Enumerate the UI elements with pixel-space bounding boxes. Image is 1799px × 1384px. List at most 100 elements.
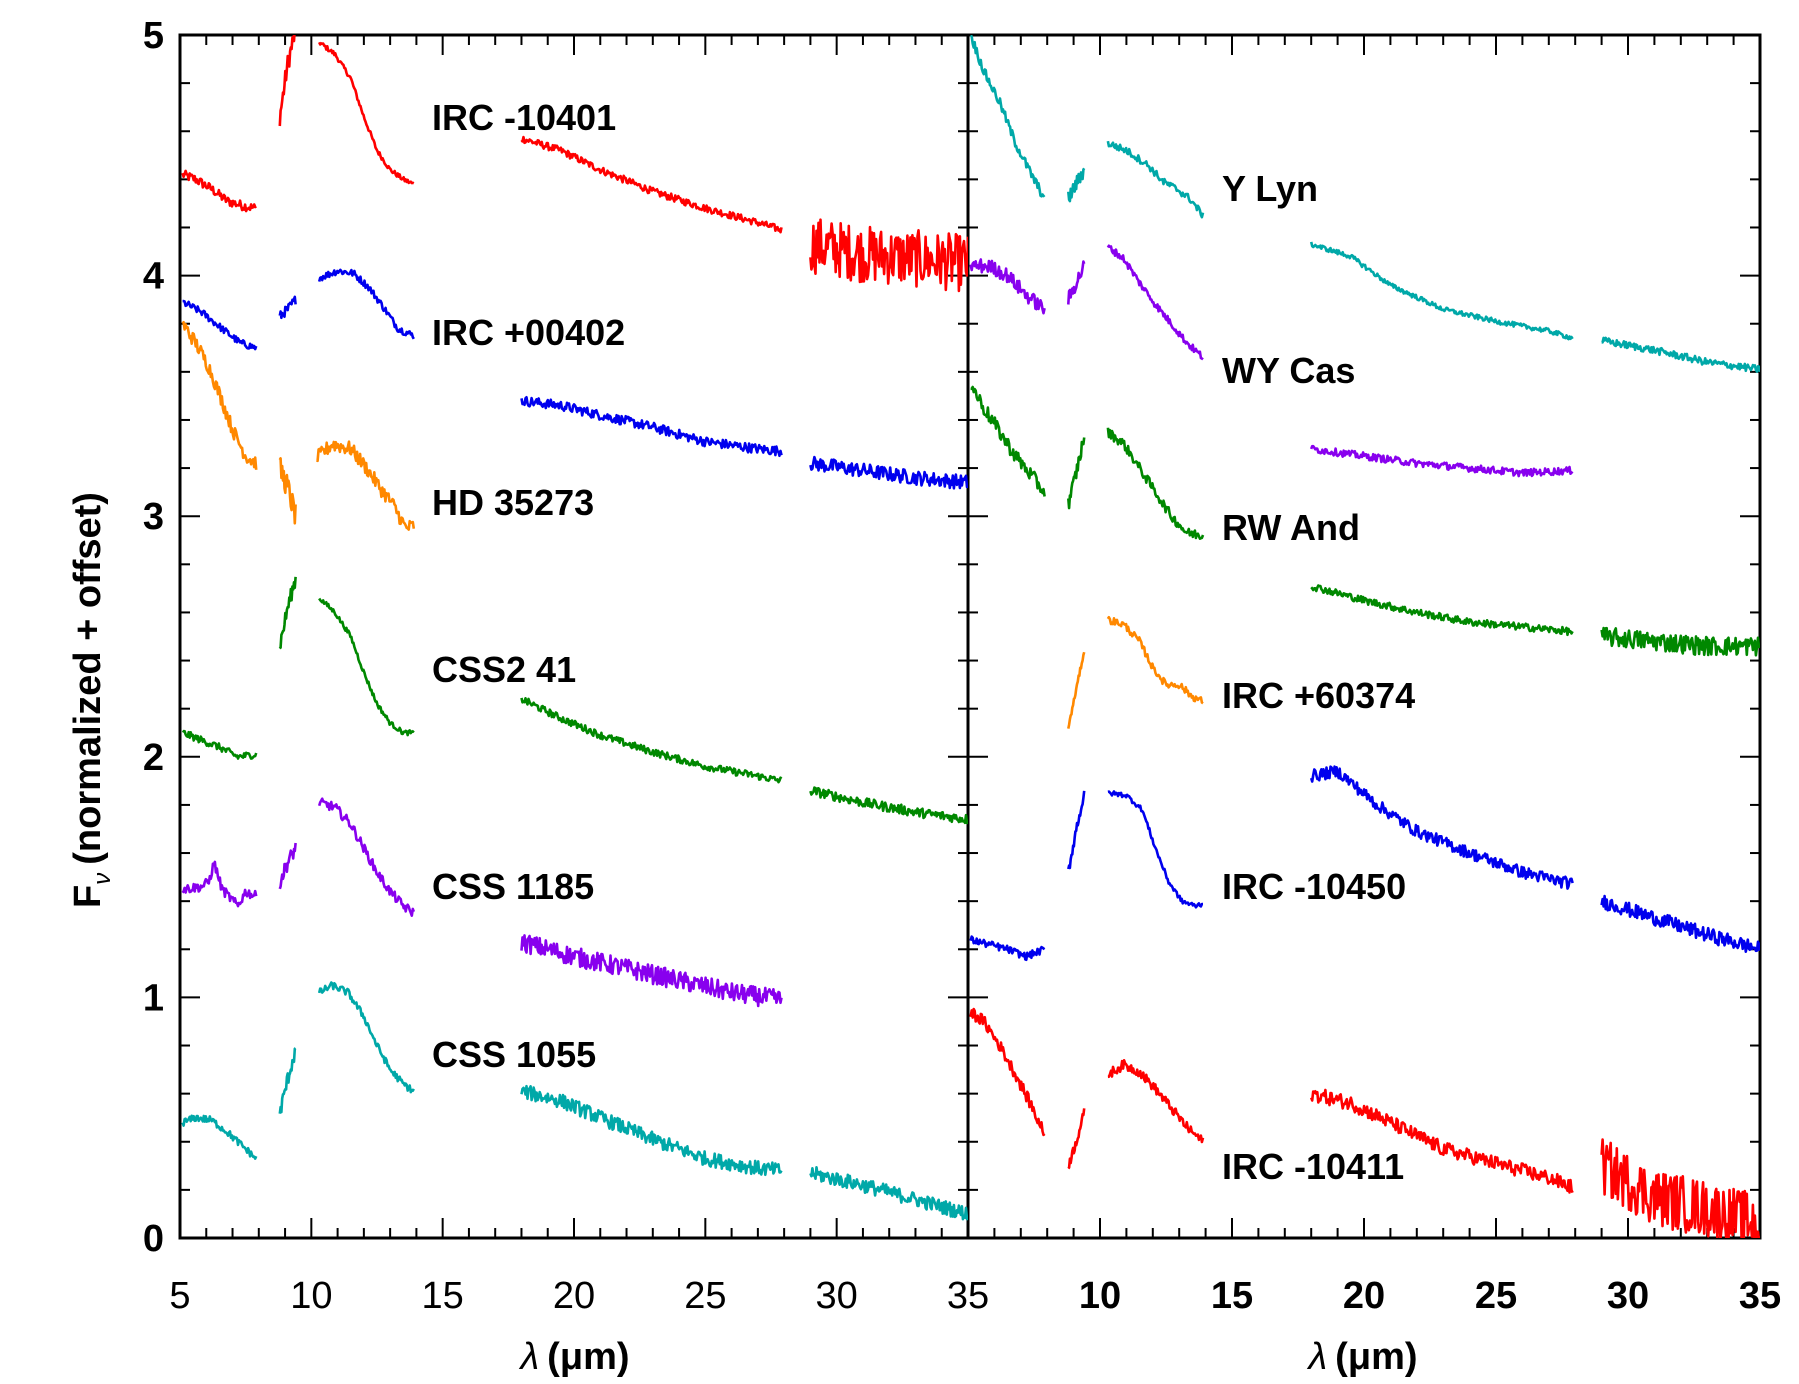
panel-right-x-tick-label: 15	[1211, 1275, 1253, 1317]
series-wy-cas	[969, 244, 1574, 478]
series-segment	[1106, 615, 1204, 705]
series-segment	[520, 135, 783, 234]
series-segment	[1106, 140, 1205, 219]
series-segment	[181, 320, 258, 470]
panel-right-x-tick-label: 25	[1475, 1275, 1517, 1317]
series-segment	[181, 860, 258, 908]
series-segment	[520, 1084, 783, 1177]
axes-layer	[178, 33, 1762, 1240]
series-segment	[1067, 437, 1086, 510]
series-irc-10411	[969, 1007, 1760, 1238]
left-x-axis-lambda: λ	[518, 1336, 539, 1378]
series-segment	[1067, 790, 1086, 870]
series-segment	[1067, 1108, 1086, 1170]
right-x-axis-title: λ (μm)	[1306, 1336, 1417, 1378]
panel-left-x-tick-label: 25	[684, 1275, 726, 1317]
left-x-axis-title: λ (μm)	[518, 1336, 629, 1378]
series-segment	[809, 218, 968, 293]
series-segment	[1107, 1059, 1205, 1144]
series-irc-10401	[181, 35, 968, 293]
series-css-1185	[181, 797, 783, 1008]
series-segment	[1600, 626, 1760, 657]
series-label: RW And	[1222, 507, 1360, 548]
panel-left-x-tick-label: 35	[947, 1275, 989, 1317]
series-segment	[969, 258, 1046, 315]
y-tick-label: 0	[143, 1218, 164, 1260]
series-segment	[969, 1007, 1046, 1137]
y-tick-label: 3	[143, 496, 164, 538]
series-segment	[970, 385, 1046, 497]
panel-left-x-tick-label: 5	[169, 1275, 190, 1317]
series-segment	[520, 697, 783, 784]
series-label: HD 35273	[432, 482, 594, 523]
series-segment	[969, 935, 1046, 962]
series-segment	[1600, 894, 1760, 953]
series-segment	[1310, 584, 1574, 637]
series-segment	[809, 455, 968, 490]
series-label: IRC -10401	[432, 97, 616, 138]
series-layer	[181, 35, 1760, 1238]
series-segment	[278, 457, 297, 525]
series-segment	[1107, 790, 1204, 909]
series-segment	[181, 169, 257, 213]
panel-right-x-tick-label: 35	[1739, 1275, 1781, 1317]
series-hd-35273	[181, 320, 416, 531]
series-label: CSS2 41	[432, 649, 576, 690]
series-rw-and	[970, 385, 1760, 657]
series-label: WY Cas	[1222, 350, 1355, 391]
series-label: Y Lyn	[1222, 168, 1318, 209]
series-segment	[318, 41, 415, 185]
series-segment	[1309, 444, 1574, 478]
series-irc-10450	[969, 765, 1760, 962]
panel-right-x-tick-label: 30	[1607, 1275, 1649, 1317]
right-x-axis-unit: (μm)	[1335, 1336, 1417, 1378]
panel-right-x-tick-label: 20	[1343, 1275, 1385, 1317]
series-label: CSS 1185	[432, 866, 594, 907]
series-label: IRC -10450	[1222, 866, 1406, 907]
series-segment	[1309, 765, 1574, 890]
series-segment	[181, 729, 258, 760]
series-segment	[278, 295, 297, 320]
series-label: CSS 1055	[432, 1034, 596, 1075]
y-tick-label: 2	[143, 737, 164, 779]
series-segment	[1067, 260, 1086, 305]
series-segment	[278, 1047, 297, 1114]
panel-left-x-tick-label: 10	[290, 1275, 332, 1317]
panel-right-x-tick-label: 10	[1079, 1275, 1121, 1317]
series-segment	[809, 786, 968, 825]
series-segment	[1106, 427, 1205, 540]
series-segment	[1601, 336, 1760, 373]
series-segment	[520, 396, 783, 458]
y-tick-label: 5	[143, 15, 164, 57]
panel-left-x-tick-label: 20	[553, 1275, 595, 1317]
series-segment	[278, 842, 297, 890]
panel-left-x-tick-label: 30	[816, 1275, 858, 1317]
series-css2-41	[181, 576, 968, 825]
series-segment	[318, 597, 415, 737]
series-label: IRC +00402	[432, 312, 625, 353]
series-segment	[317, 797, 416, 917]
series-segment	[1309, 1088, 1574, 1194]
y-axis-title-text: (normalized + offset)	[67, 492, 109, 865]
y-axis-nu-subscript: ν	[89, 873, 116, 885]
y-axis-title: Fν (normalized + offset)	[67, 492, 116, 908]
series-segment	[1106, 244, 1204, 361]
series-segment	[278, 35, 296, 127]
series-segment	[1600, 1138, 1760, 1238]
series-segment	[1309, 241, 1574, 341]
right-x-axis-lambda: λ	[1306, 1336, 1327, 1378]
y-tick-label: 1	[143, 977, 164, 1019]
series-css-1055	[181, 981, 968, 1221]
panel-left-x-tick-label: 15	[422, 1275, 464, 1317]
series-segment	[317, 268, 415, 340]
series-irc-60374	[1067, 615, 1204, 729]
left-x-axis-unit: (μm)	[547, 1336, 629, 1378]
y-axis-flux-symbol: F	[67, 885, 109, 908]
y-tick-label: 4	[143, 256, 164, 298]
series-segment	[317, 981, 415, 1094]
series-segment	[969, 35, 1046, 198]
series-segment	[1067, 651, 1086, 729]
series-segment	[182, 299, 258, 351]
series-irc-00402	[182, 268, 968, 490]
